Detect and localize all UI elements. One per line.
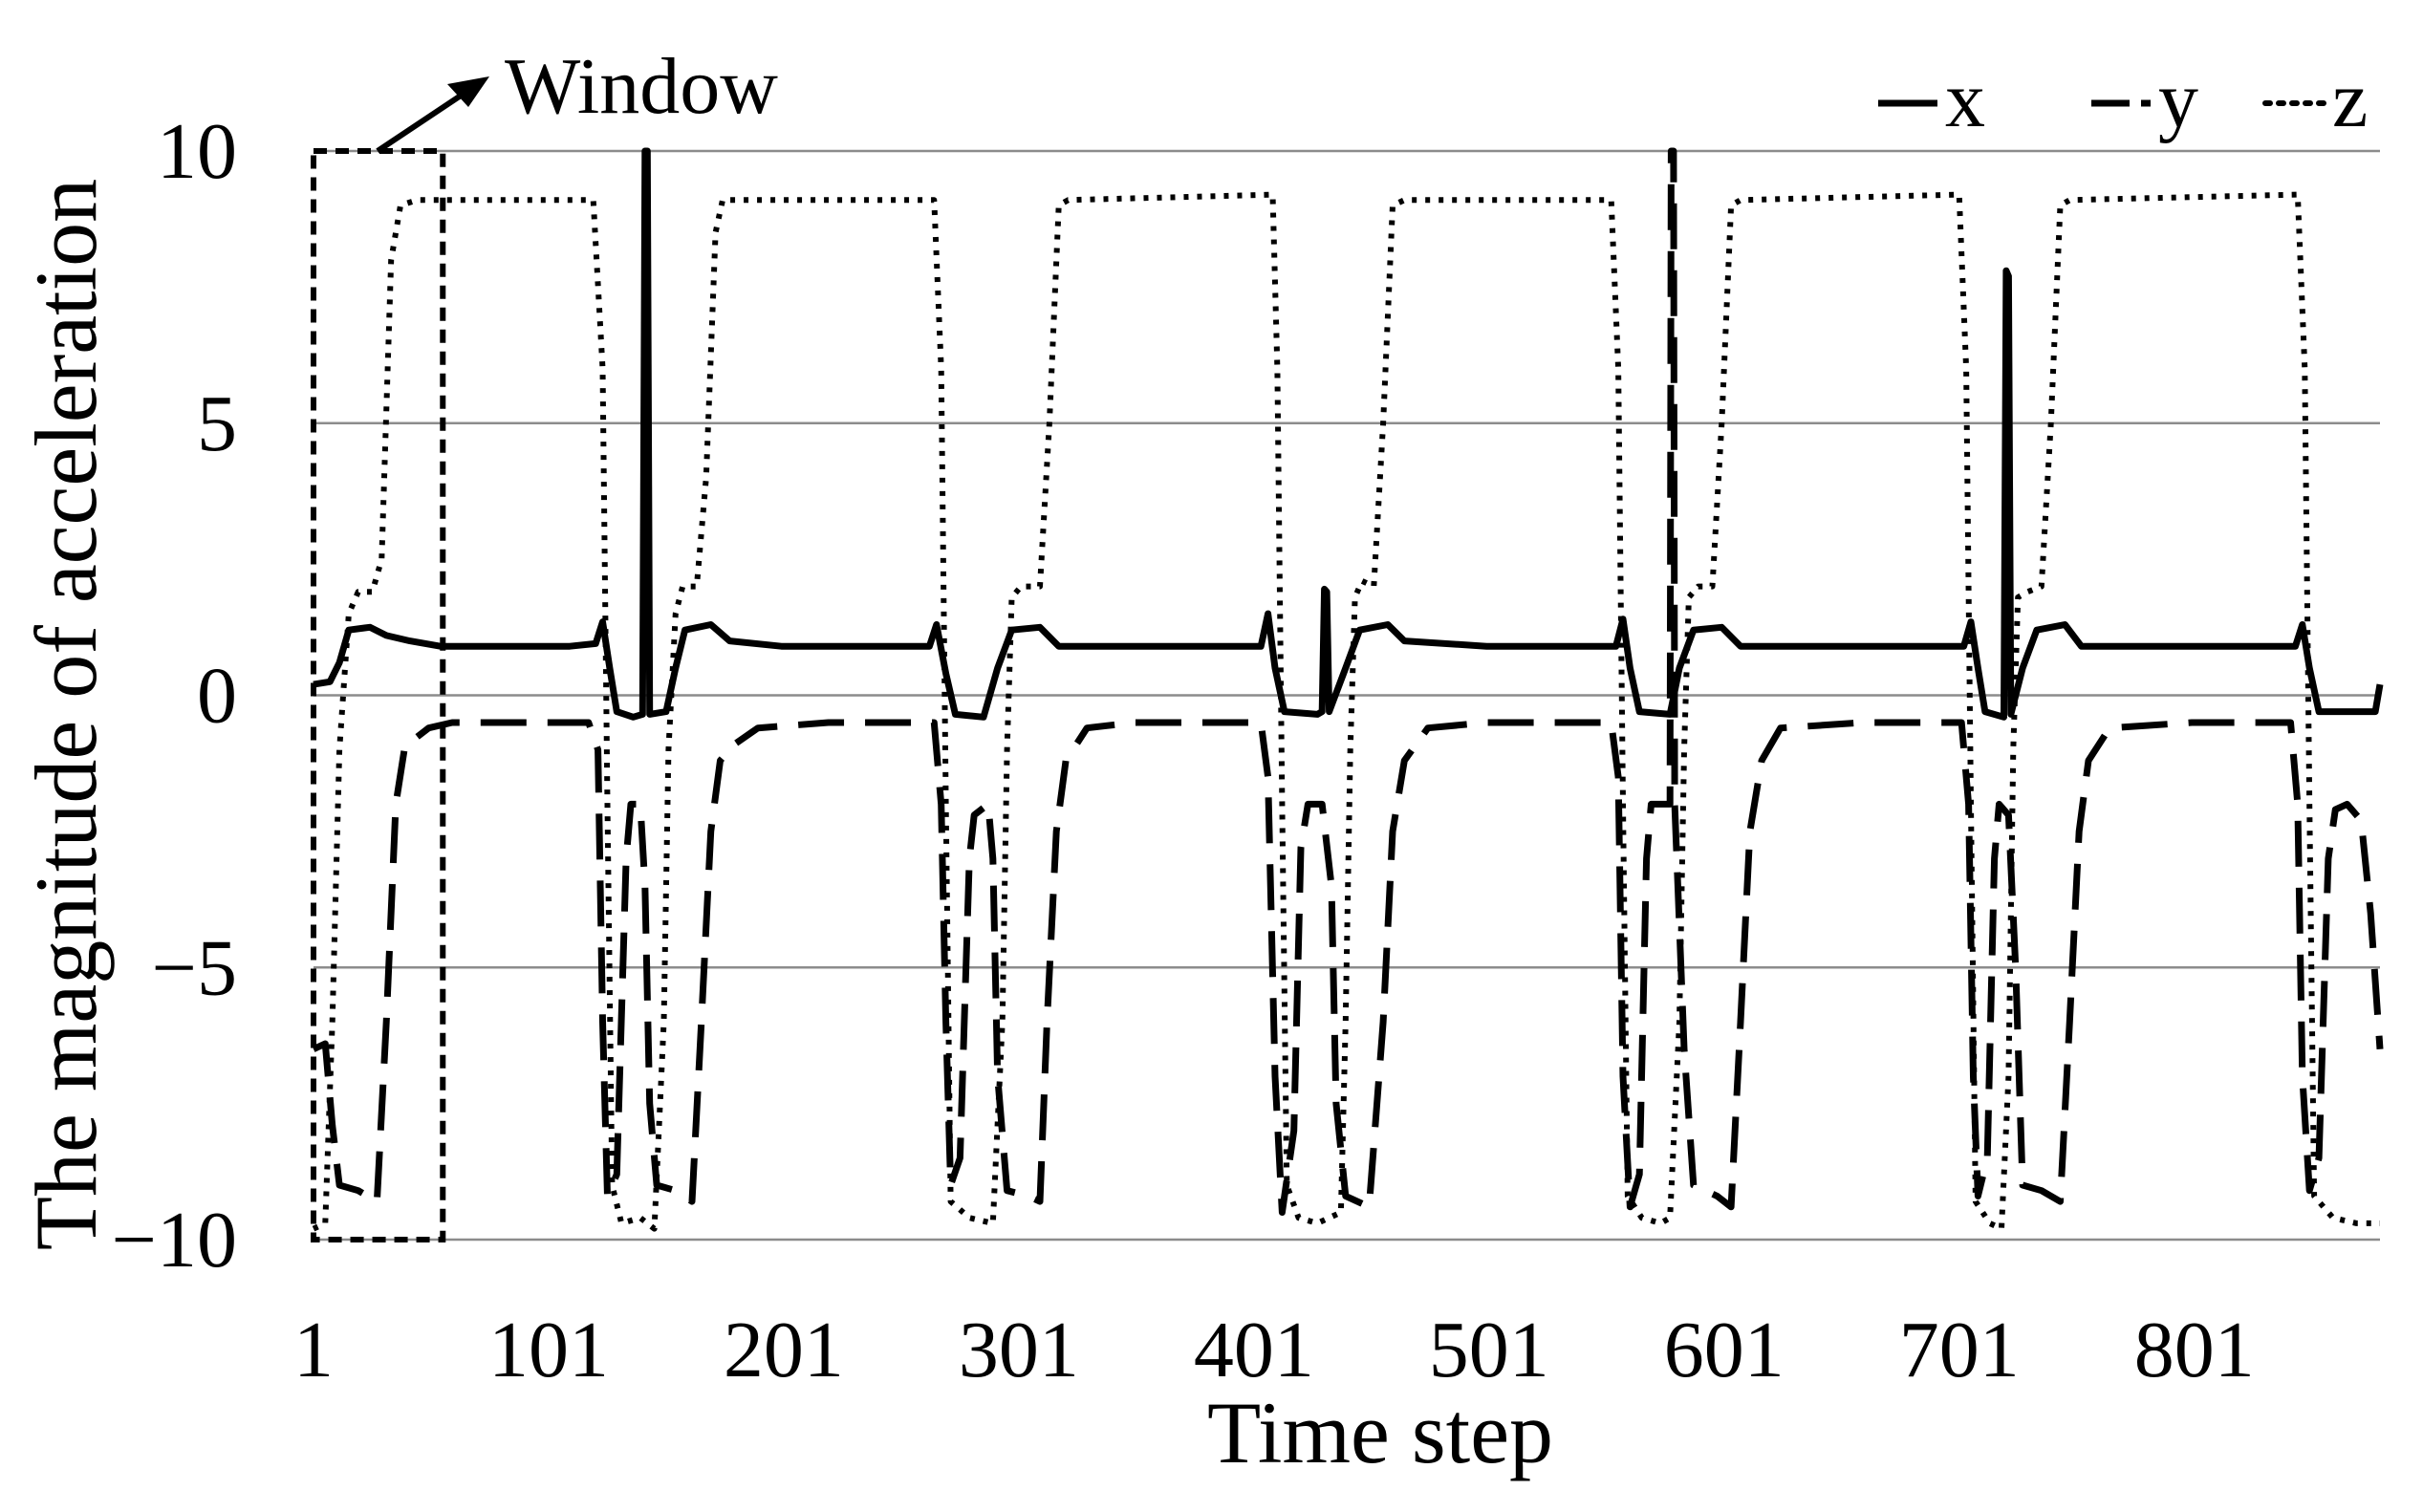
x-tick-label: 701	[1899, 1306, 2020, 1394]
y-tick-label: 5	[197, 379, 237, 468]
legend-label-x: x	[1945, 55, 1985, 144]
window-arrow-shaft	[376, 89, 468, 154]
window-label: Window	[505, 42, 778, 131]
x-tick-label: 801	[2134, 1306, 2255, 1394]
x-tick-label: 401	[1194, 1306, 1314, 1394]
x-tick-label: 101	[488, 1306, 609, 1394]
gridlines	[314, 149, 2380, 1242]
y-tick-label: 10	[157, 107, 237, 196]
tick-labels: 10 5 0 −5 −10 1 101 201 301 401 501 601 701 801	[112, 107, 2255, 1394]
x-tick-label: 601	[1664, 1306, 1785, 1394]
y-tick-label: −10	[112, 1196, 237, 1285]
x-axis-title: Time step	[1207, 1384, 1553, 1481]
y-axis-title: The magnitude of acceleration	[17, 179, 115, 1250]
window-box	[311, 148, 446, 1242]
series-lines	[312, 147, 2384, 1232]
x-tick-label: 201	[724, 1306, 844, 1394]
window-arrow-icon	[447, 76, 489, 107]
legend-label-z: z	[2332, 55, 2368, 144]
x-tick-label: 301	[959, 1306, 1079, 1394]
y-tick-label: −5	[152, 923, 237, 1012]
series-y-line	[312, 147, 2384, 1216]
y-tick-label: 0	[197, 652, 237, 741]
legend-label-y: y	[2158, 55, 2198, 144]
legend: x y z	[1878, 55, 2368, 144]
series-x-line	[313, 147, 2384, 721]
x-tick-label: 501	[1429, 1306, 1549, 1394]
window-annotation: Window	[311, 42, 778, 1242]
x-tick-label: 1	[293, 1306, 334, 1394]
